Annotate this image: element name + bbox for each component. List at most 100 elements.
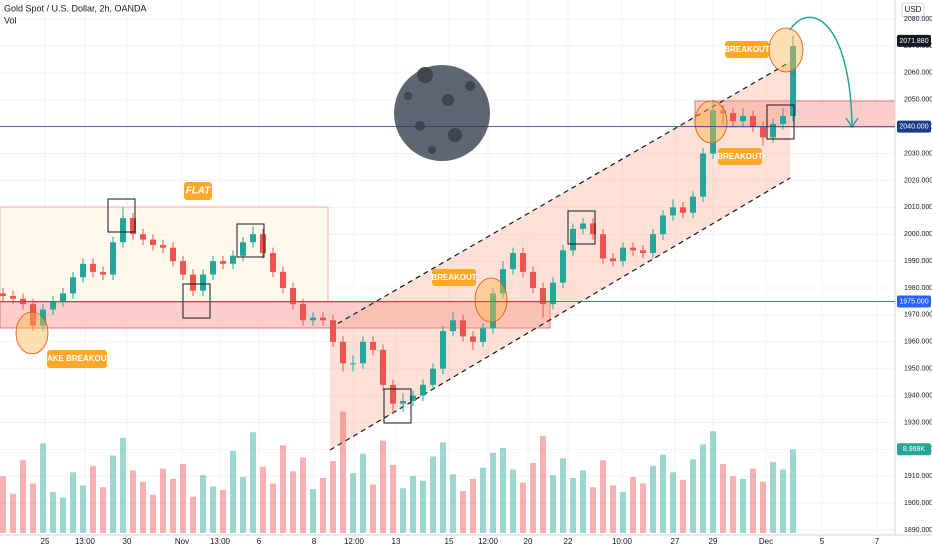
- y-tick-label: 1970.000: [904, 312, 932, 319]
- annotation: FLAT: [186, 186, 212, 197]
- annotation: BREAKOUT: [431, 273, 476, 282]
- volume-bar: [270, 483, 276, 533]
- volume-bar: [390, 464, 396, 533]
- circles: [15, 27, 804, 355]
- highlights: [107, 104, 795, 424]
- volume-bar: [310, 489, 316, 533]
- candle-body: [110, 242, 116, 275]
- candle-body: [790, 45, 796, 116]
- candle-body: [170, 247, 176, 262]
- y-tick-label: 2010.000: [904, 204, 932, 211]
- candle-body: [470, 336, 476, 342]
- volume-bar: [130, 470, 136, 533]
- volume-bar: [450, 474, 456, 533]
- price-tag: [897, 34, 931, 47]
- candle-body: [490, 293, 496, 329]
- candle-body: [80, 263, 86, 278]
- candle-body: [190, 274, 196, 291]
- y-tick-label: 1980.000: [904, 285, 932, 292]
- annotation: FAKE BREAKOUT: [43, 354, 112, 363]
- candle-body: [390, 384, 396, 404]
- candle-body: [220, 261, 226, 264]
- candles: [0, 35, 796, 415]
- candle-body: [410, 395, 416, 401]
- label-box: [718, 148, 762, 165]
- volume-bar: [680, 479, 686, 533]
- volume-bar: [120, 437, 126, 533]
- candle-body: [630, 247, 636, 251]
- volume-bar: [780, 469, 786, 533]
- x-tick-label: 15: [445, 537, 454, 546]
- volume-bar: [630, 477, 636, 533]
- candle-body: [590, 223, 596, 235]
- x-tick-label: 22: [564, 537, 573, 546]
- volume-bar: [160, 468, 166, 533]
- volume-bar: [400, 488, 406, 533]
- volume-bar: [340, 411, 346, 533]
- candle-body: [160, 244, 166, 248]
- candle-body: [440, 331, 446, 369]
- volume-bar: [420, 480, 426, 533]
- x-tick-label: 8: [312, 537, 317, 546]
- y-tick-label: 1900.000: [904, 500, 932, 507]
- volume-bar: [790, 449, 796, 533]
- candle-body: [180, 261, 186, 275]
- volume-bar: [730, 476, 736, 533]
- price-tag-label: 2040.000: [899, 124, 928, 131]
- candle-body: [200, 274, 206, 291]
- y-tick-label: 2080.000: [904, 16, 932, 23]
- y-tick-label: 1930.000: [904, 419, 932, 426]
- volume-bar: [280, 445, 286, 533]
- volume-bar: [530, 463, 536, 533]
- candle-body: [60, 293, 66, 302]
- volume-bar: [760, 481, 766, 533]
- volume-bar: [410, 476, 416, 533]
- candle-body: [720, 110, 726, 114]
- candle-body: [370, 341, 376, 350]
- candle-body: [530, 271, 536, 289]
- candle-body: [330, 320, 336, 342]
- candle-body: [680, 207, 686, 213]
- volume-bar: [40, 443, 46, 533]
- candle-body: [300, 304, 306, 321]
- candle-body: [690, 196, 696, 213]
- volume-bar: [740, 478, 746, 533]
- volume-bar: [470, 478, 476, 533]
- candle-body: [0, 293, 6, 297]
- y-tick-label: 2060.000: [904, 70, 932, 77]
- candle-body: [400, 400, 406, 404]
- volume-bar: [570, 477, 576, 533]
- x-tick-label: 5: [820, 537, 825, 546]
- candle-body: [380, 349, 386, 385]
- currency-box: [901, 2, 925, 18]
- label-box: [184, 182, 212, 200]
- volume-pane: [0, 411, 796, 533]
- volume-bar: [710, 431, 716, 533]
- candle-body: [280, 271, 286, 289]
- candle-body: [520, 253, 526, 272]
- volume-bar: [640, 483, 646, 533]
- candle-body: [600, 234, 606, 259]
- price-tag: [897, 120, 931, 133]
- moon: [394, 65, 490, 161]
- volume-bar: [290, 471, 296, 533]
- candle-body: [540, 288, 546, 305]
- x-tick-label: 30: [123, 537, 132, 546]
- x-tick-label: 12:00: [478, 537, 499, 546]
- volume-bar: [500, 448, 506, 533]
- candle-body: [550, 282, 556, 305]
- candle-body: [750, 115, 756, 127]
- candle-body: [100, 271, 106, 275]
- volume-bar: [150, 494, 156, 533]
- x-tick-label: 13:00: [75, 537, 96, 546]
- label-box: [47, 350, 107, 368]
- volume-bar: [380, 440, 386, 533]
- volume-bar: [480, 467, 486, 533]
- candle-body: [510, 253, 516, 270]
- volume-bar: [560, 458, 566, 533]
- candle-body: [120, 218, 126, 243]
- candle-body: [740, 115, 746, 122]
- volume-bar: [100, 487, 106, 533]
- candle-body: [450, 320, 456, 332]
- volume-bar: [370, 484, 376, 533]
